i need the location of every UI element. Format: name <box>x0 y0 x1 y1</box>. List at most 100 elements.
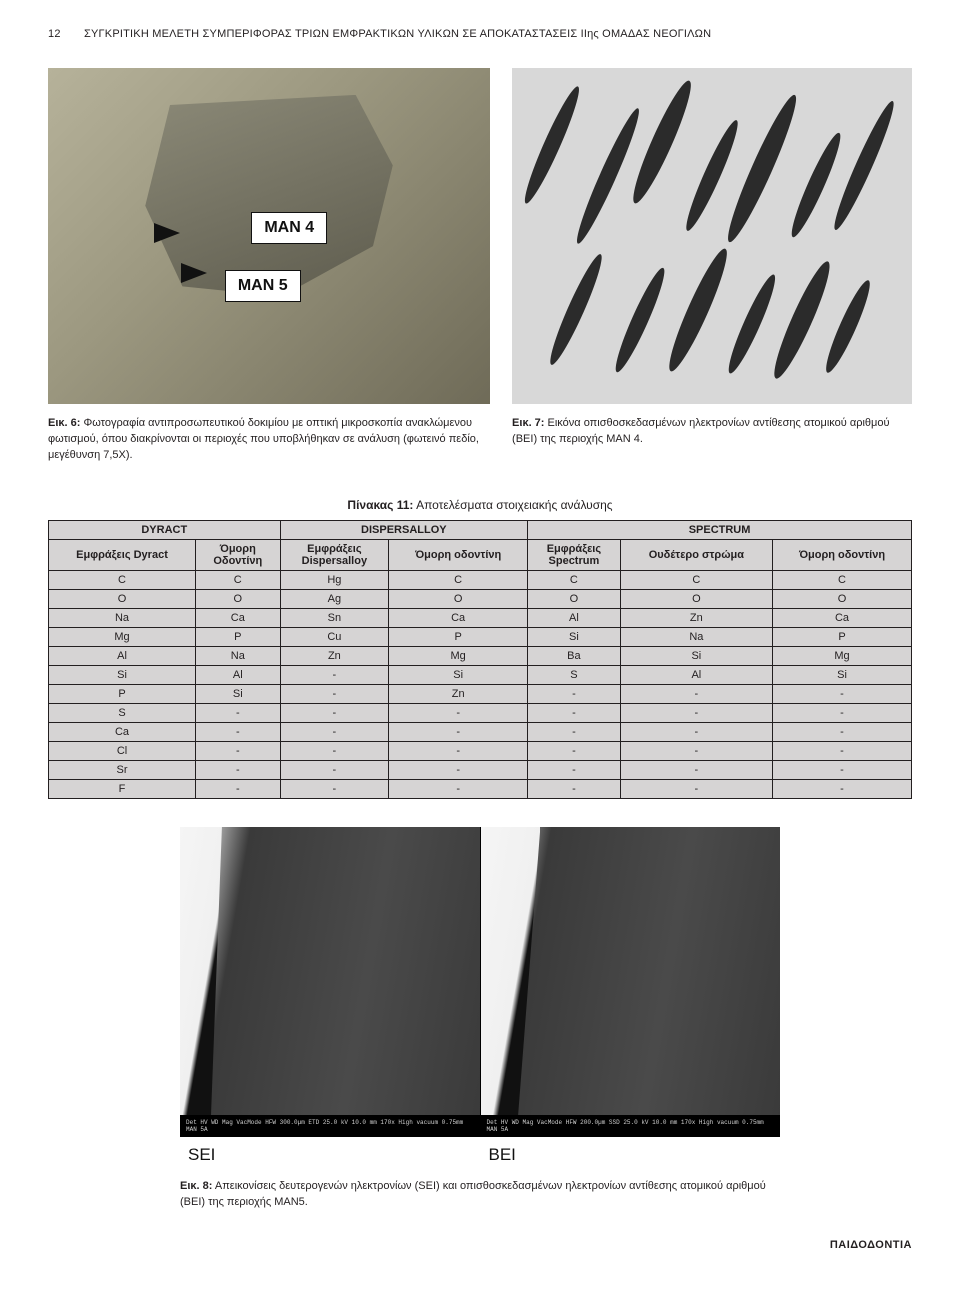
figure-8-tag-sei: SEI <box>188 1145 215 1165</box>
running-title: ΣΥΓΚΡΙΤΙΚΗ ΜΕΛΕΤΗ ΣΥΜΠΕΡΙΦΟΡΑΣ ΤΡΙΩΝ ΕΜΦ… <box>84 28 912 40</box>
table-cell: - <box>620 741 772 760</box>
table-cell: Ca <box>389 608 528 627</box>
table-cell: P <box>49 684 196 703</box>
table-cell: Mg <box>389 646 528 665</box>
table-row: SiAl-SiSAlSi <box>49 665 912 684</box>
table-cell: - <box>389 741 528 760</box>
arrow-icon <box>181 263 207 283</box>
table-row: MgPCuPSiNaP <box>49 627 912 646</box>
table-row: PSi-Zn--- <box>49 684 912 703</box>
table-cell: - <box>620 722 772 741</box>
table-cell: Al <box>620 665 772 684</box>
table-row: AlNaZnMgBaSiMg <box>49 646 912 665</box>
figure-7-caption-text: Εικόνα οπισθοσκεδασμένων ηλεκτρονίων αντ… <box>512 417 889 445</box>
table-row: Cl------ <box>49 741 912 760</box>
table-cell: - <box>528 741 621 760</box>
table-row: Sr------ <box>49 760 912 779</box>
sem-streak <box>720 91 804 246</box>
arrow-icon <box>154 223 180 243</box>
table-cell: Ba <box>528 646 621 665</box>
table-cell: - <box>528 684 621 703</box>
table-11-title-bold: Πίνακας 11: <box>347 498 413 512</box>
table-cell: - <box>620 760 772 779</box>
table-row: Ca------ <box>49 722 912 741</box>
table-row: NaCaSnCaAlZnCa <box>49 608 912 627</box>
figure-8-tag-bei: BEI <box>489 1145 516 1165</box>
table-sub-header: ΕμφράξειςSpectrum <box>528 539 621 570</box>
table-cell: Al <box>196 665 281 684</box>
table-cell: - <box>280 760 389 779</box>
figure-6-label-man5: MAN 5 <box>225 270 301 302</box>
figure-8-image: Det HV WD Mag VacMode HFW 300.0µm ETD 25… <box>180 827 780 1137</box>
figure-6-image: MAN 4 MAN 5 <box>48 68 490 404</box>
sem-streak <box>609 265 670 376</box>
table-cell: C <box>528 570 621 589</box>
table-cell: - <box>773 760 912 779</box>
table-cell: - <box>196 703 281 722</box>
table-cell: O <box>49 589 196 608</box>
table-cell: - <box>528 760 621 779</box>
table-group-header: SPECTRUM <box>528 520 912 539</box>
table-cell: Sn <box>280 608 389 627</box>
sem-streak <box>544 251 608 368</box>
table-cell: - <box>773 722 912 741</box>
figure-7-caption: Εικ. 7: Εικόνα οπισθοσκεδασμένων ηλεκτρο… <box>512 416 912 464</box>
figure-6-column: MAN 4 MAN 5 <box>48 68 490 404</box>
figure-6-label-man4: MAN 4 <box>251 212 327 244</box>
table-group-header: DISPERSALLOY <box>280 520 528 539</box>
table-11: DYRACTDISPERSALLOYSPECTRUM Εμφράξεις Dyr… <box>48 520 912 799</box>
table-cell: Sr <box>49 760 196 779</box>
table-cell: - <box>389 703 528 722</box>
table-cell: Ca <box>196 608 281 627</box>
table-cell: - <box>280 722 389 741</box>
sem-streak <box>662 244 735 375</box>
figure-8-caption-text: Απεικονίσεις δευτερογενών ηλεκτρονίων (S… <box>180 1180 766 1208</box>
table-cell: - <box>280 665 389 684</box>
table-cell: C <box>773 570 912 589</box>
figure-6-caption-bold: Εικ. 6: <box>48 417 80 429</box>
figure-6-caption-text: Φωτογραφία αντιπροσωπευτικού δοκιμίου με… <box>48 417 479 461</box>
table-cell: O <box>773 589 912 608</box>
table-cell: - <box>196 779 281 798</box>
sem-streak <box>519 84 586 207</box>
table-cell: - <box>620 779 772 798</box>
sem-streak <box>723 271 781 376</box>
table-cell: Si <box>389 665 528 684</box>
table-cell: - <box>773 779 912 798</box>
figure-7-caption-bold: Εικ. 7: <box>512 417 544 429</box>
table-cell: Si <box>773 665 912 684</box>
table-sub-header: ΌμορηΟδοντίνη <box>196 539 281 570</box>
table-cell: - <box>196 741 281 760</box>
table-cell: Si <box>196 684 281 703</box>
table-cell: Cu <box>280 627 389 646</box>
table-cell: C <box>196 570 281 589</box>
table-cell: Al <box>49 646 196 665</box>
sem-streak <box>828 98 900 233</box>
table-row: CCHgCCCC <box>49 570 912 589</box>
table-cell: Si <box>49 665 196 684</box>
table-cell: Na <box>196 646 281 665</box>
table-cell: C <box>49 570 196 589</box>
table-cell: Cl <box>49 741 196 760</box>
sem-streak <box>820 277 876 376</box>
table-cell: - <box>280 703 389 722</box>
table-cell: Ag <box>280 589 389 608</box>
sem-databar-left: Det HV WD Mag VacMode HFW 300.0µm ETD 25… <box>180 1115 480 1137</box>
table-cell: Zn <box>280 646 389 665</box>
footer-journal: ΠΑΙΔΟΔΟΝΤΙΑ <box>48 1239 912 1251</box>
figure-row-top: MAN 4 MAN 5 <box>48 68 912 404</box>
specimen-edge <box>180 827 222 1137</box>
sem-databar-right: Det HV WD Mag VacMode HFW 200.0µm SSD 25… <box>481 1115 781 1137</box>
table-cell: - <box>528 703 621 722</box>
table-cell: P <box>389 627 528 646</box>
table-row: OOAgOOOO <box>49 589 912 608</box>
table-cell: O <box>389 589 528 608</box>
table-cell: P <box>196 627 281 646</box>
table-row: S------ <box>49 703 912 722</box>
table-cell: O <box>196 589 281 608</box>
table-cell: Na <box>620 627 772 646</box>
table-cell: Si <box>620 646 772 665</box>
table-cell: Na <box>49 608 196 627</box>
table-sub-header: ΕμφράξειςDispersalloy <box>280 539 389 570</box>
figure-6-caption: Εικ. 6: Φωτογραφία αντιπροσωπευτικού δοκ… <box>48 416 490 464</box>
